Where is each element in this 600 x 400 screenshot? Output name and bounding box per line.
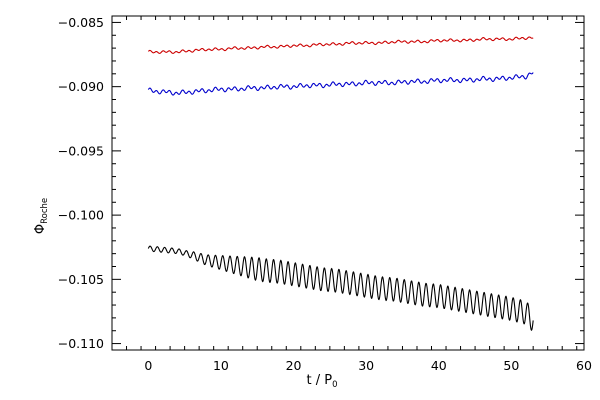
y-tick-label: −0.105 [58, 272, 104, 287]
x-axis-label: t / P0 [306, 373, 337, 390]
x-tick-label: 60 [576, 358, 592, 373]
x-tick-label: 10 [213, 358, 229, 373]
series-group [147, 36, 534, 331]
y-tick-label: −0.110 [58, 336, 104, 351]
y-tick-label: −0.090 [58, 79, 104, 94]
series-line-1 [147, 36, 534, 54]
y-tick-label: −0.100 [58, 208, 104, 223]
series-line-3 [147, 245, 534, 331]
tick-labels: 0 10 20 30 40 50 60 −0.085 −0.090 −0.095 −0.100 −0.… [58, 15, 592, 373]
x-tick-label: 30 [358, 358, 374, 373]
series-line-2 [147, 72, 534, 96]
x-tick-label: 50 [503, 358, 519, 373]
x-tick-label: 0 [144, 358, 152, 373]
y-axis-label: ΦRoche [33, 198, 50, 234]
x-tick-label: 20 [286, 358, 302, 373]
y-tick-label: −0.085 [58, 15, 104, 30]
y-tick-label: −0.095 [58, 143, 104, 158]
axis-ticks [111, 16, 584, 350]
x-tick-label: 40 [431, 358, 447, 373]
plot-frame [111, 15, 585, 351]
